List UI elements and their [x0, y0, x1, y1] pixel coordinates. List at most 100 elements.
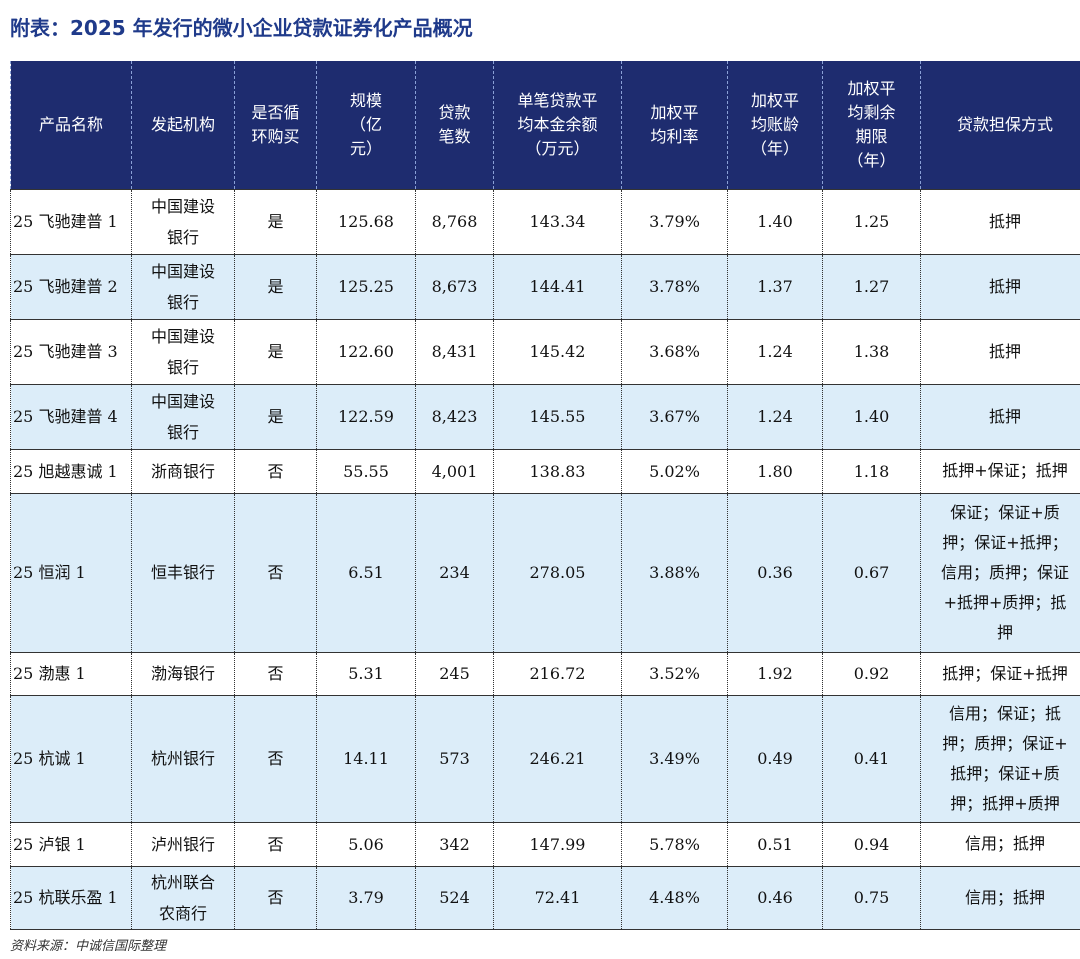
column-header-weighted-age: 加权平 均账龄 （年）: [727, 61, 823, 189]
cell-weighted-age: 1.80: [727, 448, 823, 493]
table-row: 25 飞驰建普 4 中国建设 银行是 122.59 8,423 145.55 3.67% 1…: [10, 383, 1080, 449]
cell-avg-balance: 138.83: [493, 448, 622, 493]
cell-guarantee-type: 信用；抵押: [920, 865, 1080, 930]
cell-scale: 6.51: [316, 492, 416, 652]
cell-loan-count: 524: [415, 865, 494, 930]
cell-avg-balance: 145.55: [493, 383, 622, 449]
cell-weighted-age: 1.24: [727, 318, 823, 384]
cell-loan-count: 8,673: [415, 253, 494, 319]
cell-guarantee-type: 信用；保证；抵 押；质押；保证+ 抵押；保证+质 押；抵押+质押: [920, 694, 1080, 822]
cell-originator: 杭州联合 农商行: [131, 865, 235, 930]
cell-avg-balance: 147.99: [493, 821, 622, 866]
cell-product-name: 25 泸银 1: [10, 821, 132, 866]
cell-weighted-rate: 4.48%: [621, 865, 728, 930]
cell-avg-balance: 143.34: [493, 188, 622, 254]
cell-revolving: 否: [234, 865, 317, 930]
cell-weighted-age: 0.36: [727, 492, 823, 652]
cell-loan-count: 234: [415, 492, 494, 652]
cell-weighted-rate: 5.78%: [621, 821, 728, 866]
cell-loan-count: 573: [415, 694, 494, 822]
cell-weighted-remaining-term: 1.27: [822, 253, 921, 319]
cell-scale: 14.11: [316, 694, 416, 822]
table-row: 25 旭越惠诚 1 浙商银行否 55.55 4,001 138.83 5.02% 1.80 1…: [10, 448, 1080, 493]
cell-scale: 3.79: [316, 865, 416, 930]
cell-product-name: 25 飞驰建普 3: [10, 318, 132, 384]
cell-guarantee-type: 保证；保证+质 押；保证+抵押； 信用；质押；保证 +抵押+质押；抵 押: [920, 492, 1080, 652]
cell-loan-count: 342: [415, 821, 494, 866]
cell-weighted-age: 0.49: [727, 694, 823, 822]
cell-weighted-remaining-term: 0.41: [822, 694, 921, 822]
column-header-originator: 发起机构: [131, 61, 235, 189]
table-header-row: 产品名称 发起机构 是否循 环购买 规模 （亿 元） 贷款 笔数 单笔贷款平 均本金余额 …: [10, 61, 1080, 189]
cell-avg-balance: 216.72: [493, 651, 622, 695]
cell-loan-count: 8,423: [415, 383, 494, 449]
cell-product-name: 25 飞驰建普 2: [10, 253, 132, 319]
cell-guarantee-type: 抵押: [920, 383, 1080, 449]
cell-scale: 125.68: [316, 188, 416, 254]
cell-scale: 122.60: [316, 318, 416, 384]
cell-revolving: 是: [234, 318, 317, 384]
cell-weighted-remaining-term: 1.18: [822, 448, 921, 493]
cell-scale: 122.59: [316, 383, 416, 449]
cell-revolving: 否: [234, 448, 317, 493]
cell-product-name: 25 飞驰建普 1: [10, 188, 132, 254]
cell-originator: 中国建设 银行: [131, 318, 235, 384]
cell-weighted-remaining-term: 1.25: [822, 188, 921, 254]
cell-weighted-age: 0.51: [727, 821, 823, 866]
cell-guarantee-type: 抵押: [920, 188, 1080, 254]
column-header-revolving: 是否循 环购买: [234, 61, 317, 189]
cell-loan-count: 245: [415, 651, 494, 695]
cell-product-name: 25 飞驰建普 4: [10, 383, 132, 449]
cell-revolving: 否: [234, 651, 317, 695]
column-header-scale: 规模 （亿 元）: [316, 61, 416, 189]
cell-scale: 125.25: [316, 253, 416, 319]
cell-loan-count: 8,431: [415, 318, 494, 384]
cell-avg-balance: 144.41: [493, 253, 622, 319]
cell-weighted-rate: 3.49%: [621, 694, 728, 822]
cell-weighted-age: 1.24: [727, 383, 823, 449]
cell-weighted-rate: 3.68%: [621, 318, 728, 384]
loan-abs-table: 产品名称 发起机构 是否循 环购买 规模 （亿 元） 贷款 笔数 单笔贷款平 均本金余额 …: [10, 61, 1080, 930]
source-note: 资料来源：中诚信国际整理: [10, 939, 167, 954]
cell-guarantee-type: 抵押: [920, 253, 1080, 319]
cell-loan-count: 8,768: [415, 188, 494, 254]
cell-revolving: 是: [234, 188, 317, 254]
cell-originator: 中国建设 银行: [131, 188, 235, 254]
cell-weighted-rate: 3.67%: [621, 383, 728, 449]
cell-weighted-remaining-term: 0.94: [822, 821, 921, 866]
cell-avg-balance: 278.05: [493, 492, 622, 652]
cell-originator: 杭州银行: [131, 694, 235, 822]
cell-weighted-remaining-term: 1.40: [822, 383, 921, 449]
column-header-loan-count: 贷款 笔数: [415, 61, 494, 189]
cell-weighted-remaining-term: 0.92: [822, 651, 921, 695]
cell-weighted-rate: 3.78%: [621, 253, 728, 319]
cell-originator: 中国建设 银行: [131, 253, 235, 319]
cell-originator: 中国建设 银行: [131, 383, 235, 449]
cell-avg-balance: 246.21: [493, 694, 622, 822]
cell-product-name: 25 恒润 1: [10, 492, 132, 652]
cell-scale: 5.06: [316, 821, 416, 866]
cell-revolving: 否: [234, 492, 317, 652]
table-row: 25 恒润 1 恒丰银行否 6.51 234 278.05 3.88% 0.36 0.67 保证…: [10, 492, 1080, 652]
cell-guarantee-type: 抵押: [920, 318, 1080, 384]
cell-guarantee-type: 抵押；保证+抵押: [920, 651, 1080, 695]
cell-weighted-age: 1.40: [727, 188, 823, 254]
cell-scale: 5.31: [316, 651, 416, 695]
cell-weighted-remaining-term: 0.75: [822, 865, 921, 930]
cell-product-name: 25 杭联乐盈 1: [10, 865, 132, 930]
cell-originator: 恒丰银行: [131, 492, 235, 652]
cell-revolving: 是: [234, 253, 317, 319]
cell-weighted-age: 0.46: [727, 865, 823, 930]
cell-originator: 渤海银行: [131, 651, 235, 695]
cell-guarantee-type: 信用；抵押: [920, 821, 1080, 866]
cell-weighted-rate: 3.88%: [621, 492, 728, 652]
cell-weighted-rate: 3.52%: [621, 651, 728, 695]
table-row: 25 飞驰建普 1 中国建设 银行是 125.68 8,768 143.34 3.79% 1…: [10, 188, 1080, 254]
cell-scale: 55.55: [316, 448, 416, 493]
table-row: 25 杭联乐盈 1 杭州联合 农商行否 3.79 524 72.41 4.48% 0.46 0…: [10, 865, 1080, 930]
cell-weighted-age: 1.37: [727, 253, 823, 319]
column-header-weighted-remaining-term: 加权平 均剩余 期限 （年）: [822, 61, 921, 189]
cell-originator: 浙商银行: [131, 448, 235, 493]
cell-weighted-remaining-term: 1.38: [822, 318, 921, 384]
column-header-guarantee-type: 贷款担保方式: [920, 61, 1080, 189]
